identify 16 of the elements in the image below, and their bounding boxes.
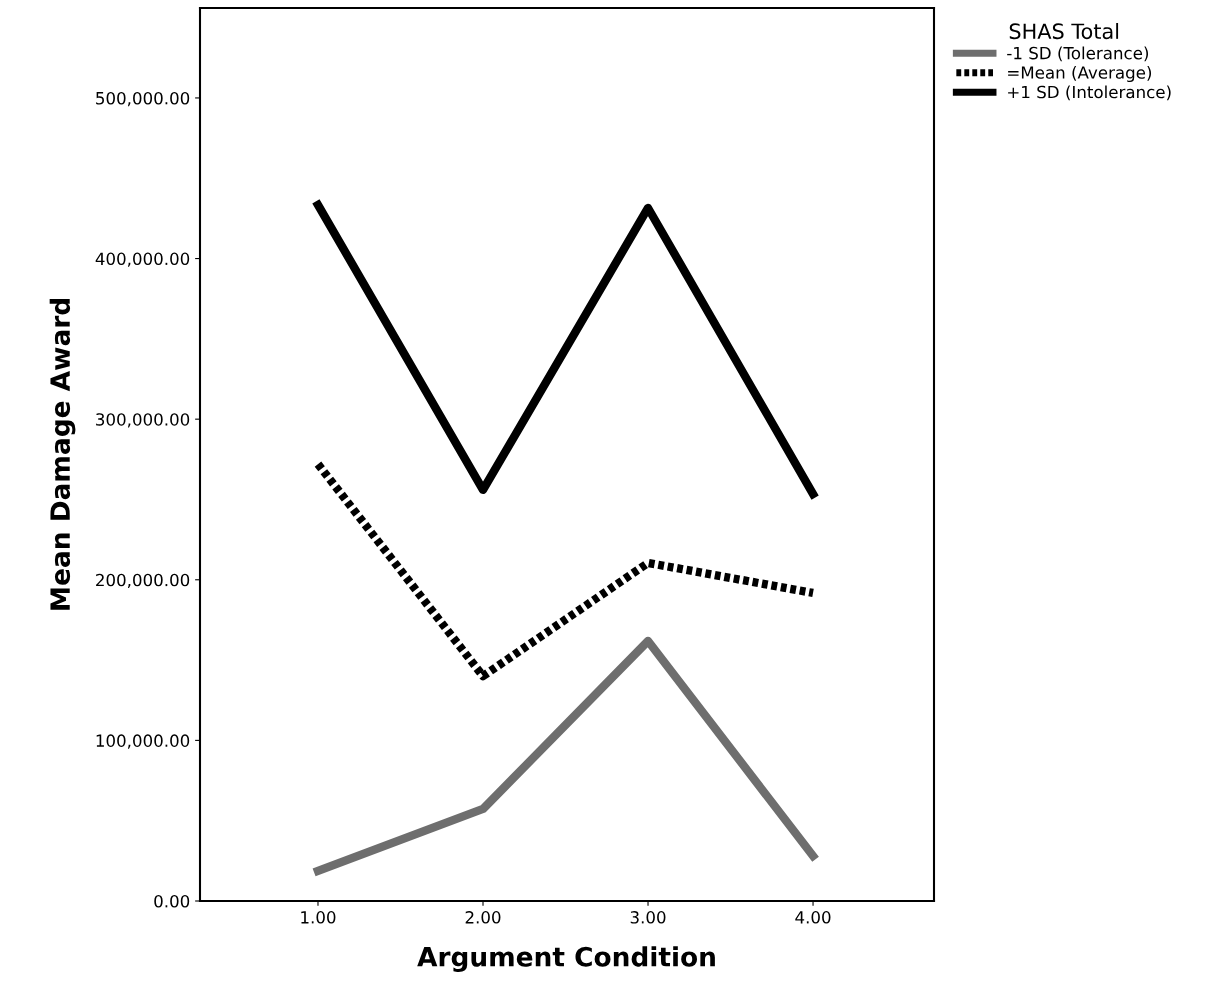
x-tick-label: 4.00 (795, 911, 831, 924)
x-tick-label: 3.00 (630, 911, 666, 924)
legend-label: +1 SD (Intolerance) (1008, 85, 1171, 101)
legend-title: SHAS Total (1009, 23, 1119, 40)
x-tick-label: 1.00 (301, 911, 336, 924)
y-tick-label: 300,000.00 (96, 413, 190, 428)
y-tick-label: 400,000.00 (95, 252, 190, 267)
x-tick-label: 2.00 (465, 911, 501, 924)
legend-label: -1 SD (Tolerance) (1007, 46, 1149, 62)
y-axis-title: Mean Damage Award (49, 299, 76, 610)
y-tick-label: 0.00 (154, 894, 190, 908)
y-tick-label: 500,000.00 (96, 91, 190, 107)
legend-label: =Mean (Average) (1008, 65, 1152, 83)
y-tick-label: 200,000.00 (96, 573, 190, 589)
x-axis-title: Argument Condition (417, 946, 715, 973)
y-tick-label: 100,000.00 (96, 734, 190, 749)
